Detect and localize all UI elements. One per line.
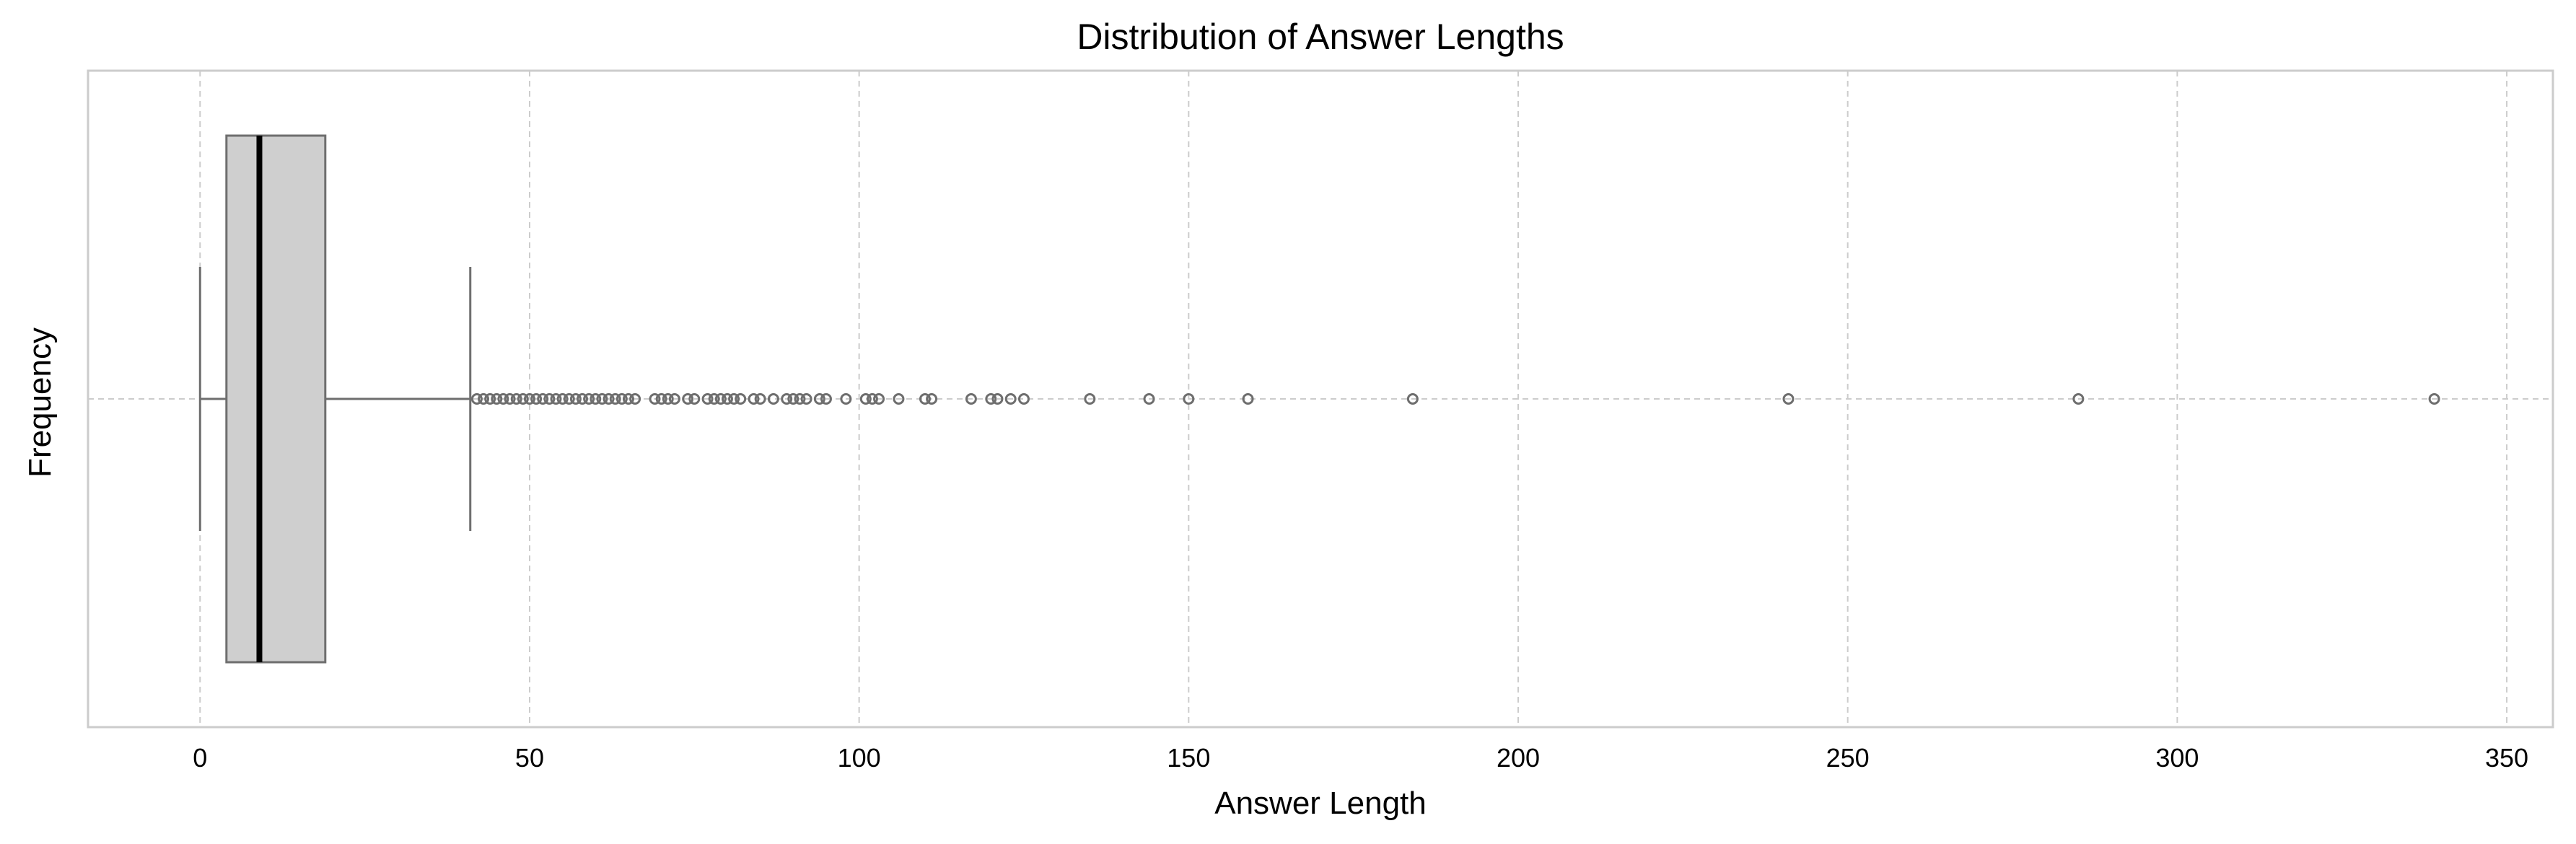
- outlier-point: [504, 393, 516, 405]
- outlier-point: [767, 393, 779, 405]
- outlier-point: [510, 393, 522, 405]
- outlier-point: [523, 393, 535, 405]
- outlier-point: [577, 393, 589, 405]
- x-tick-labels: 0 50 100 150 200 250 300 350: [193, 743, 2528, 773]
- outlier-point: [840, 393, 852, 405]
- outlier-point: [820, 393, 832, 405]
- outlier-point: [859, 393, 872, 405]
- box-layer: [198, 134, 472, 664]
- outlier-point: [2428, 393, 2440, 405]
- x-tick-label: 300: [2155, 743, 2199, 773]
- outlier-point: [543, 393, 556, 405]
- y-axis-label: Frequency: [22, 328, 58, 478]
- outlier-point: [556, 393, 569, 405]
- outlier-point: [590, 393, 602, 405]
- grid-lines: [88, 71, 2553, 727]
- outlier-point: [787, 393, 799, 405]
- outlier-point: [1782, 393, 1795, 405]
- outlier-point: [609, 393, 621, 405]
- outlier-point: [1406, 393, 1419, 405]
- outlier-point: [470, 393, 483, 405]
- outlier-point: [517, 393, 529, 405]
- outlier-point: [491, 393, 503, 405]
- x-tick-label: 150: [1167, 743, 1210, 773]
- iqr-box: [225, 134, 327, 664]
- outlier-point: [1183, 393, 1195, 405]
- outlier-point: [1143, 393, 1155, 405]
- x-tick-label: 100: [838, 743, 881, 773]
- outlier-point: [569, 393, 582, 405]
- outlier-point: [478, 393, 490, 405]
- outlier-point: [615, 393, 628, 405]
- outlier-point: [530, 393, 543, 405]
- outlier-point: [1084, 393, 1096, 405]
- outlier-point: [1004, 393, 1017, 405]
- outlier-point: [563, 393, 575, 405]
- outlier-point: [794, 393, 806, 405]
- outlier-point: [919, 393, 931, 405]
- outlier-point: [728, 393, 740, 405]
- outlier-point: [965, 393, 977, 405]
- outlier-point: [781, 393, 793, 405]
- plot-frame: [87, 69, 2554, 729]
- outlier-point: [550, 393, 562, 405]
- outlier-point: [655, 393, 667, 405]
- outlier-point: [800, 393, 812, 405]
- outlier-point: [688, 393, 701, 405]
- outlier-point: [622, 393, 634, 405]
- outlier-point: [866, 393, 878, 405]
- x-tick-label: 250: [1826, 743, 1870, 773]
- outlier-point: [721, 393, 733, 405]
- outlier-point: [668, 393, 680, 405]
- x-axis-label: Answer Length: [1214, 786, 1427, 821]
- outlier-point: [748, 393, 760, 405]
- outlier-point: [2072, 393, 2085, 405]
- x-tick-label: 50: [515, 743, 544, 773]
- chart-title: Distribution of Answer Lengths: [1077, 17, 1564, 57]
- outlier-point: [662, 393, 674, 405]
- outlier-point: [629, 393, 641, 405]
- outlier-point: [596, 393, 608, 405]
- outlier-point: [484, 393, 496, 405]
- outlier-point: [603, 393, 615, 405]
- outlier-point: [649, 393, 661, 405]
- outlier-point: [813, 393, 825, 405]
- outlier-point: [1242, 393, 1254, 405]
- outlier-point: [1017, 393, 1030, 405]
- outlier-point: [873, 393, 885, 405]
- outlier-point: [985, 393, 997, 405]
- outlier-point: [735, 393, 747, 405]
- outlier-point: [583, 393, 595, 405]
- outlier-point: [701, 393, 714, 405]
- outlier-point: [537, 393, 549, 405]
- outlier-point: [714, 393, 727, 405]
- outlier-point: [497, 393, 509, 405]
- outlier-point: [926, 393, 938, 405]
- outlier-point: [991, 393, 1004, 405]
- outlier-point: [893, 393, 905, 405]
- x-tick-label: 200: [1497, 743, 1540, 773]
- outlier-point: [682, 393, 694, 405]
- outlier-points: [470, 393, 2440, 405]
- x-tick-label: 0: [193, 743, 207, 773]
- outlier-point: [754, 393, 766, 405]
- outlier-point: [708, 393, 720, 405]
- x-tick-label: 350: [2485, 743, 2528, 773]
